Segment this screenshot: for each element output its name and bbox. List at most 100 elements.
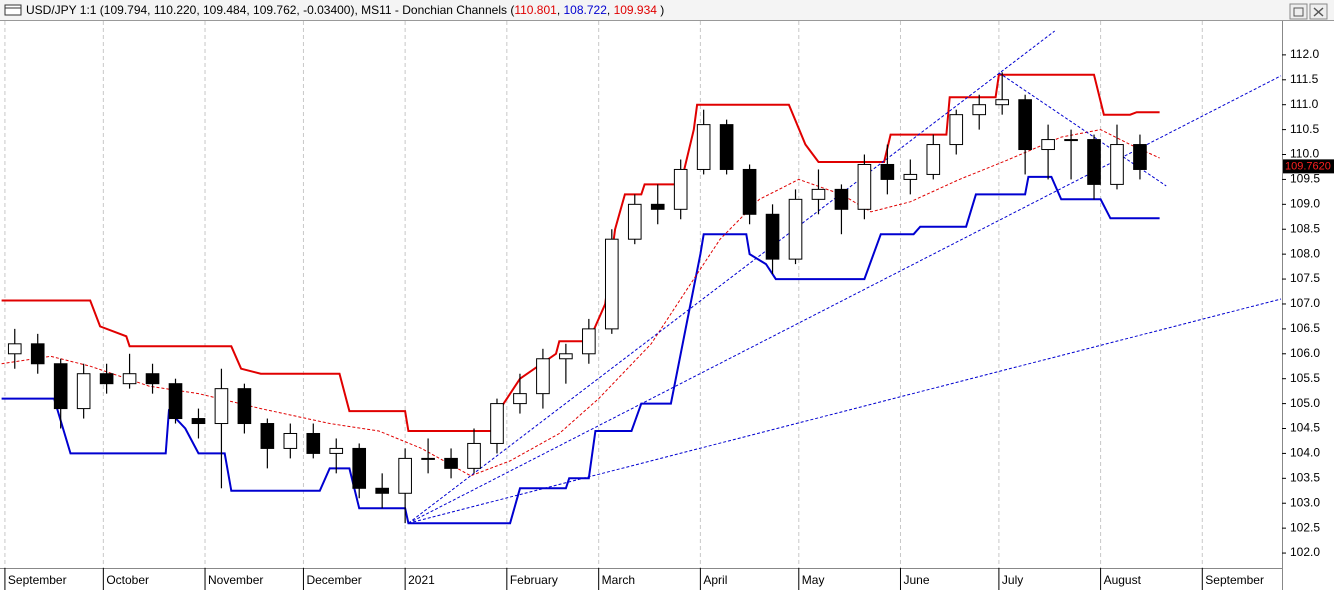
last-price-label: 109.7620 bbox=[1285, 160, 1331, 172]
x-tick-label: September bbox=[1205, 573, 1264, 587]
candle-body bbox=[122, 373, 137, 385]
candle-body bbox=[834, 188, 849, 210]
grid bbox=[4, 21, 1203, 568]
candle-body bbox=[30, 343, 45, 365]
candle-body bbox=[467, 442, 481, 469]
y-tick-label: 111.5 bbox=[1290, 72, 1319, 86]
y-tick-label: 108.5 bbox=[1290, 221, 1320, 235]
candle-body bbox=[949, 114, 964, 146]
x-tick-label: August bbox=[1104, 573, 1142, 587]
indicator-value: 109.934 bbox=[614, 3, 658, 17]
x-tick-label: October bbox=[106, 573, 149, 587]
candle-body bbox=[7, 343, 22, 355]
indicator-value: 108.722 bbox=[564, 3, 608, 17]
axes: 102.0 102.5 103.0 103.5 104.0 104.5 105.0 105.5… bbox=[4, 47, 1334, 590]
candle-body bbox=[995, 99, 1009, 106]
candle-body bbox=[191, 418, 206, 425]
title-separator: , bbox=[557, 3, 564, 17]
y-tick-label: 104.0 bbox=[1290, 446, 1320, 460]
y-tick-label: 105.0 bbox=[1290, 396, 1320, 410]
title-text: USD/JPY 1:1 (109.794, 110.220, 109.484, … bbox=[26, 3, 514, 17]
candle-body bbox=[306, 432, 321, 454]
candle-body bbox=[99, 373, 114, 385]
candle-body bbox=[788, 198, 803, 260]
x-tick-label: February bbox=[510, 573, 558, 587]
y-tick-label: 108.0 bbox=[1290, 246, 1320, 260]
title-bar bbox=[0, 0, 1334, 20]
x-tick-label: May bbox=[802, 573, 825, 587]
candle-body bbox=[604, 238, 619, 330]
candle-body bbox=[972, 104, 987, 116]
y-tick-label: 103.0 bbox=[1290, 495, 1320, 509]
candle-body bbox=[145, 373, 160, 385]
candle-body bbox=[811, 188, 826, 200]
window-icon bbox=[4, 4, 22, 16]
y-tick-label: 111.0 bbox=[1290, 97, 1319, 111]
y-tick-label: 110.5 bbox=[1290, 122, 1319, 136]
candle-body bbox=[880, 163, 895, 180]
candle-body bbox=[53, 363, 68, 410]
candle-body bbox=[582, 328, 596, 355]
candle-body bbox=[1133, 144, 1147, 170]
candle-body bbox=[490, 403, 504, 444]
candle-body bbox=[742, 168, 757, 215]
y-tick-label: 104.5 bbox=[1290, 421, 1320, 435]
candle-body bbox=[352, 447, 367, 489]
chart-title: USD/JPY 1:1 (109.794, 110.220, 109.484, … bbox=[26, 3, 664, 17]
plot-area bbox=[1, 30, 1282, 525]
x-tick-label: June bbox=[903, 573, 929, 587]
title-separator: , bbox=[607, 3, 614, 17]
candle-body bbox=[260, 423, 275, 449]
close-button[interactable] bbox=[1309, 3, 1328, 20]
dotted-line bbox=[408, 30, 1056, 524]
x-tick-label: November bbox=[208, 573, 263, 587]
candle-body bbox=[1110, 144, 1124, 185]
y-tick-label: 107.5 bbox=[1290, 271, 1320, 285]
candle-body bbox=[214, 388, 229, 425]
title-end: ) bbox=[657, 3, 664, 17]
candle-body bbox=[1041, 139, 1055, 151]
candle-body bbox=[76, 373, 91, 410]
candle-body bbox=[513, 393, 527, 405]
y-tick-label: 109.0 bbox=[1290, 197, 1320, 211]
candle-body bbox=[719, 124, 734, 170]
candle-body bbox=[559, 353, 573, 360]
dotted-line bbox=[998, 72, 1167, 187]
y-tick-label: 102.0 bbox=[1290, 545, 1320, 559]
y-tick-label: 112.0 bbox=[1290, 47, 1319, 61]
candle-body bbox=[765, 213, 780, 260]
y-tick-label: 110.0 bbox=[1290, 147, 1319, 161]
candle-body bbox=[237, 388, 252, 425]
candle-body bbox=[536, 358, 550, 395]
restore-button[interactable] bbox=[1289, 3, 1308, 20]
y-tick-label: 107.0 bbox=[1290, 296, 1320, 310]
x-tick-label: 2021 bbox=[408, 573, 435, 587]
candle-body bbox=[627, 203, 642, 240]
candle-body bbox=[375, 487, 389, 494]
x-tick-label: March bbox=[602, 573, 635, 587]
candle-body bbox=[421, 457, 435, 460]
x-tick-label: April bbox=[703, 573, 727, 587]
y-tick-label: 106.0 bbox=[1290, 346, 1320, 360]
y-tick-label: 105.5 bbox=[1290, 371, 1320, 385]
x-tick-label: December bbox=[306, 573, 361, 587]
y-tick-label: 109.5 bbox=[1290, 172, 1320, 186]
candle-body bbox=[1018, 99, 1032, 151]
candle-body bbox=[903, 173, 918, 180]
candle-body bbox=[926, 144, 941, 175]
candle-body bbox=[329, 447, 344, 454]
x-tick-label: July bbox=[1002, 573, 1023, 587]
candle-body bbox=[168, 383, 183, 420]
y-tick-label: 106.5 bbox=[1290, 321, 1320, 335]
dotted-line bbox=[1, 129, 1160, 477]
dotted-line bbox=[408, 298, 1282, 524]
candle-body bbox=[283, 432, 298, 449]
y-tick-label: 103.5 bbox=[1290, 470, 1320, 484]
candle-body bbox=[1087, 139, 1101, 185]
y-tick-label: 102.5 bbox=[1290, 520, 1320, 534]
candle-body bbox=[857, 163, 872, 210]
x-tick-label: September bbox=[8, 573, 67, 587]
candle-body bbox=[444, 457, 458, 469]
